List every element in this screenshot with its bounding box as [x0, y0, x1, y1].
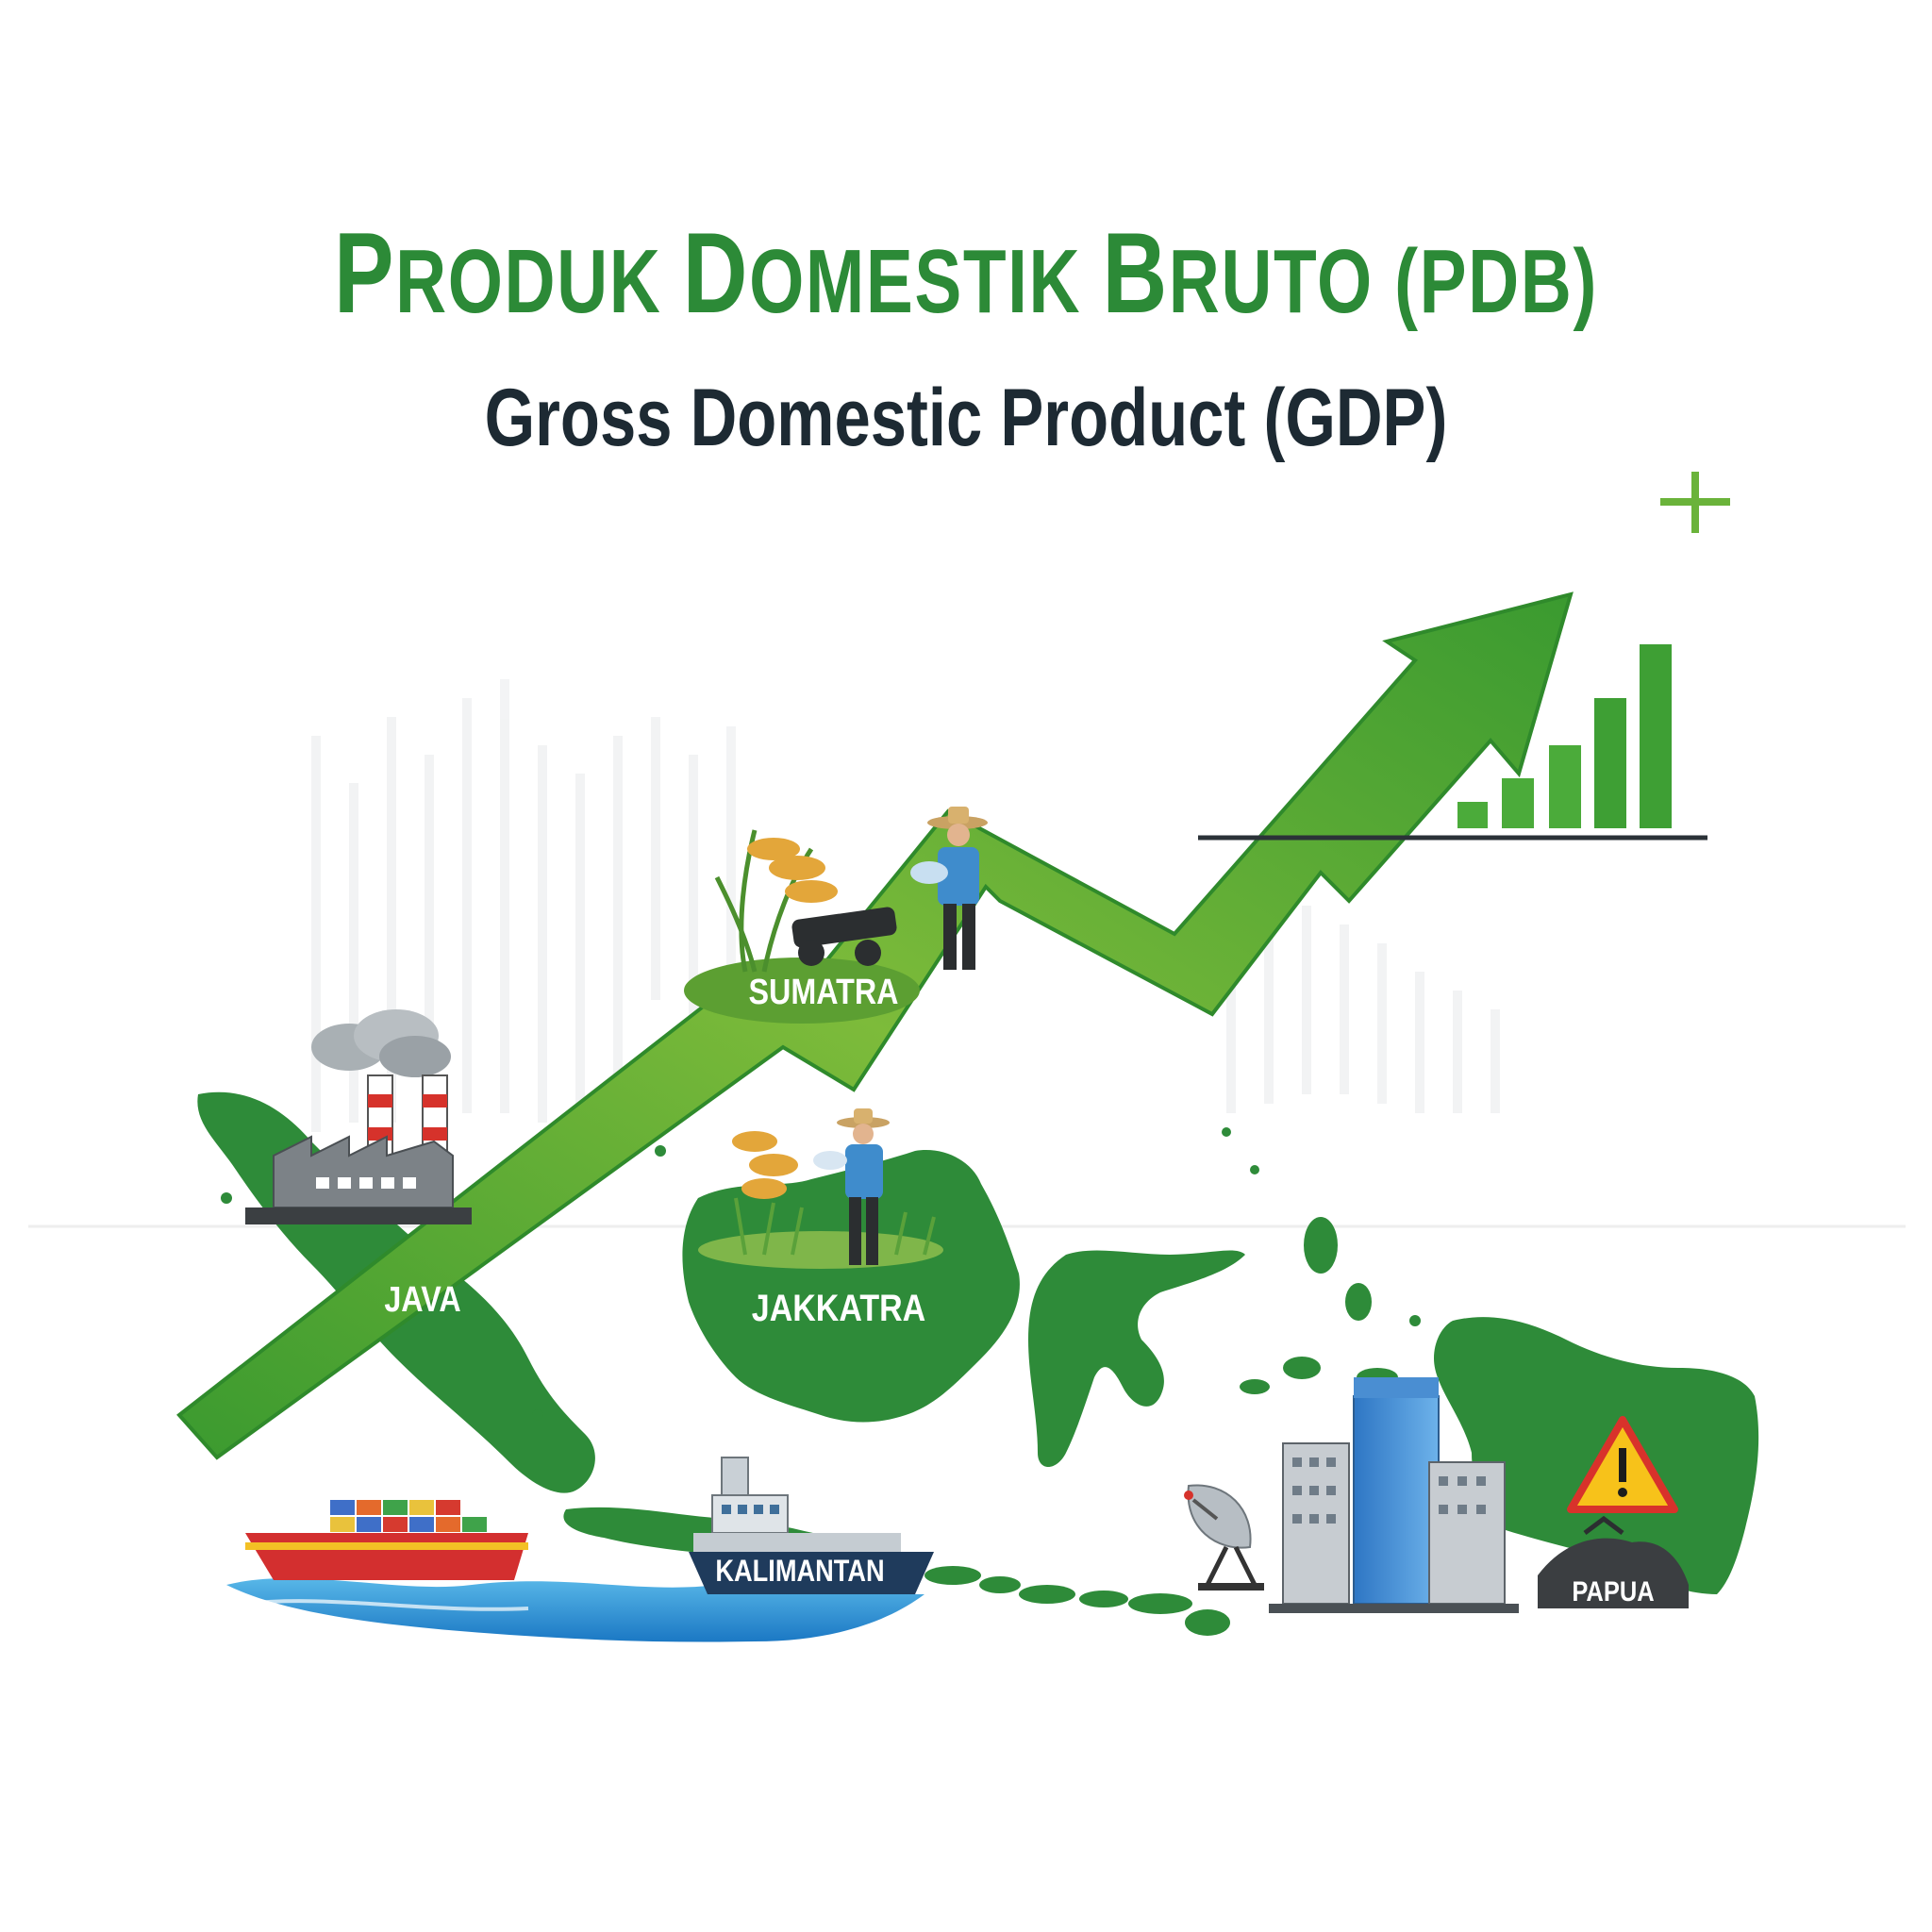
label-jakkatra: JAKKATRA: [752, 1286, 925, 1328]
page-subtitle: Gross Domestic Product (GDP): [484, 373, 1448, 463]
farmer-icon: [910, 807, 988, 970]
ferry-icon: [689, 1457, 934, 1594]
farmer-icon: [813, 1108, 890, 1265]
satellite-dish-icon: [1184, 1484, 1264, 1591]
plus-icon: [1660, 472, 1730, 533]
bar-chart-icon: [1198, 644, 1707, 841]
label-papua: PAPUA: [1572, 1575, 1654, 1607]
label-kalimantan: KALIMANTAN: [715, 1555, 884, 1589]
cargo-ship-icon: [245, 1500, 528, 1580]
page-title: PRODUK DOMESTIK BRUTO (PDB): [334, 208, 1598, 337]
label-java: JAVA: [384, 1280, 460, 1320]
sumatra-scene: [684, 807, 988, 1024]
island-sulawesi: [1028, 1250, 1245, 1467]
warning-sign-icon: [1567, 1416, 1678, 1513]
background-candlestick-chart: [311, 679, 1500, 1132]
office-buildings-icon: [1269, 1377, 1519, 1613]
jakkatra-scene: [698, 1108, 943, 1269]
cannon-icon: [791, 907, 897, 966]
factory-icon: [245, 1009, 472, 1224]
label-sumatra: SUMATRA: [748, 973, 898, 1012]
mining-icon: [1538, 1515, 1689, 1608]
island-papua: [1434, 1317, 1759, 1594]
